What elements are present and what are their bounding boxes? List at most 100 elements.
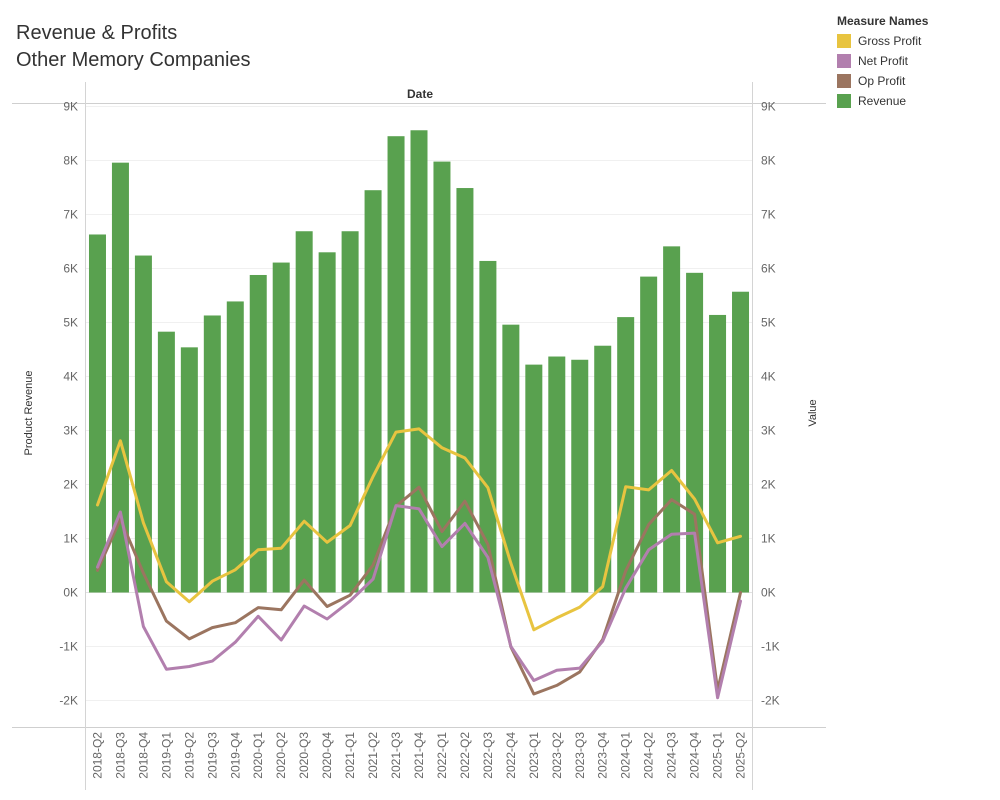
y-tick-label-left: 3K [63, 424, 78, 438]
legend-label-op-profit: Op Profit [858, 74, 906, 88]
revenue-bar [640, 276, 658, 593]
x-tick-label: 2024-Q1 [619, 732, 633, 779]
x-tick-label: 2023-Q2 [550, 732, 564, 779]
x-tick-label: 2022-Q1 [435, 732, 449, 779]
revenue-bar [502, 324, 520, 593]
revenue-bar [88, 234, 106, 593]
revenue-bar [272, 262, 290, 593]
revenue-bar [594, 345, 612, 593]
y-tick-label-left: 0K [63, 586, 78, 600]
chart-frame [12, 82, 826, 790]
legend-item-net-profit[interactable]: Net Profit [837, 51, 928, 71]
legend-item-revenue[interactable]: Revenue [837, 91, 928, 111]
y-tick-label-right: 1K [761, 532, 776, 546]
revenue-bar [686, 272, 704, 593]
x-tick-label: 2024-Q2 [642, 732, 656, 779]
x-tick-label: 2018-Q3 [113, 732, 127, 779]
title-line-2: Other Memory Companies [16, 49, 251, 71]
series-line-op-profit [96, 485, 742, 696]
revenue-bar [203, 315, 221, 593]
x-tick-label: 2025-Q2 [734, 732, 748, 779]
y-tick-label-right: -1K [761, 640, 780, 654]
revenue-bar [571, 359, 589, 593]
revenue-bar [157, 331, 175, 593]
x-tick-label: 2023-Q3 [573, 732, 587, 779]
profit-lines [96, 427, 742, 700]
revenue-bar [111, 162, 129, 593]
revenue-bar [732, 291, 750, 593]
y-tick-label-right: 8K [761, 154, 776, 168]
legend-swatch-gross-profit [837, 34, 851, 48]
legend: Measure Names Gross Profit Net Profit Op… [837, 14, 928, 111]
revenue-bar [617, 317, 635, 593]
series-line-net-profit [96, 504, 742, 700]
legend-label-net-profit: Net Profit [858, 54, 909, 68]
right-axis-ticks: -2K -1K 0K 1K 2K 3K 4K 5K 6K 7K 8K 9K [761, 100, 780, 708]
revenue-bar [180, 347, 198, 593]
legend-swatch-revenue [837, 94, 851, 108]
y-tick-label-right: 0K [761, 586, 776, 600]
x-tick-label: 2024-Q4 [688, 732, 702, 779]
x-tick-label: 2019-Q3 [205, 732, 219, 779]
legend-item-op-profit[interactable]: Op Profit [837, 71, 928, 91]
revenue-bar [663, 246, 681, 593]
revenue-bar [433, 161, 451, 593]
x-tick-label: 2021-Q2 [366, 732, 380, 779]
x-tick-label: 2018-Q2 [90, 732, 104, 779]
x-tick-label: 2021-Q1 [343, 732, 357, 779]
revenue-bar [548, 356, 566, 593]
chart-title: Revenue & Profits Other Memory Companies [16, 20, 251, 74]
legend-label-revenue: Revenue [858, 94, 907, 108]
y-tick-label-right: 7K [761, 208, 776, 222]
y-tick-label-right: 5K [761, 316, 776, 330]
revenue-bar [387, 136, 405, 593]
y-tick-label-left: 9K [63, 100, 78, 114]
legend-label-gross-profit: Gross Profit [858, 34, 922, 48]
x-tick-label: 2022-Q3 [481, 732, 495, 779]
y-tick-label-left: 8K [63, 154, 78, 168]
y-tick-label-right: 3K [761, 424, 776, 438]
x-tick-label: 2024-Q3 [665, 732, 679, 779]
y-tick-label-left: -2K [59, 694, 78, 708]
y-tick-label-left: 1K [63, 532, 78, 546]
x-tick-label: 2020-Q1 [251, 732, 265, 779]
legend-swatch-net-profit [837, 54, 851, 68]
revenue-bar [295, 231, 313, 593]
revenue-bar [525, 364, 543, 593]
revenue-bar [709, 314, 727, 593]
x-tick-label: 2025-Q1 [711, 732, 725, 779]
x-tick-label: 2022-Q4 [504, 732, 518, 779]
revenue-bar [249, 274, 267, 593]
revenue-bar [364, 190, 382, 593]
y-tick-label-left: 2K [63, 478, 78, 492]
x-tick-label: 2020-Q2 [274, 732, 288, 779]
y-tick-label-right: 9K [761, 100, 776, 114]
x-tick-label: 2023-Q4 [596, 732, 610, 779]
revenue-bar [318, 252, 336, 593]
y-axis-label-left: Product Revenue [23, 371, 35, 456]
x-tick-label: 2020-Q4 [320, 732, 334, 779]
y-tick-label-left: 7K [63, 208, 78, 222]
y-tick-label-left: -1K [59, 640, 78, 654]
left-axis-ticks: -2K -1K 0K 1K 2K 3K 4K 5K 6K 7K 8K 9K [59, 100, 78, 708]
revenue-bar [341, 231, 359, 593]
revenue-bar [479, 260, 497, 593]
y-tick-label-left: 4K [63, 370, 78, 384]
legend-item-gross-profit[interactable]: Gross Profit [837, 31, 928, 51]
y-tick-label-right: 2K [761, 478, 776, 492]
y-axis-label-right: Value [807, 399, 819, 426]
revenue-bar [456, 188, 474, 593]
x-tick-label: 2021-Q3 [389, 732, 403, 779]
legend-title: Measure Names [837, 14, 929, 28]
revenue-bar [410, 130, 428, 593]
series-line-gross-profit [96, 427, 742, 632]
x-tick-label: 2020-Q3 [297, 732, 311, 779]
x-axis-ticks: 2018-Q2 2018-Q3 2018-Q4 2019-Q1 2019-Q2 2019-… [90, 732, 747, 779]
y-tick-label-left: 5K [63, 316, 78, 330]
y-tick-label-right: 4K [761, 370, 776, 384]
revenue-bar [226, 301, 244, 593]
x-tick-label: 2019-Q1 [159, 732, 173, 779]
y-tick-label-right: 6K [761, 262, 776, 276]
y-tick-label-left: 6K [63, 262, 78, 276]
